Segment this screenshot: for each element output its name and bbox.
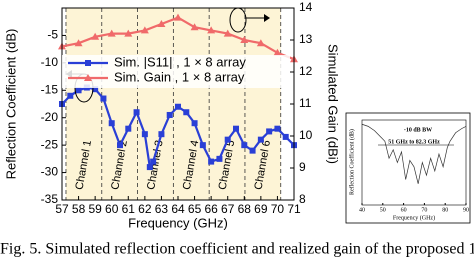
y-tick-label: -15 bbox=[41, 82, 59, 96]
x-tick-label: 66 bbox=[204, 202, 218, 216]
y2-axis-label: Simulated Gain (dBi) bbox=[326, 44, 341, 164]
marker bbox=[91, 32, 100, 40]
marker bbox=[282, 133, 289, 140]
y2-tick-label: 8 bbox=[299, 192, 306, 206]
x-tick-label: 62 bbox=[138, 202, 152, 216]
channel-band bbox=[137, 8, 174, 200]
channel-band bbox=[101, 8, 138, 200]
marker bbox=[157, 20, 166, 27]
channel-band bbox=[244, 8, 281, 200]
marker bbox=[199, 142, 206, 149]
marker bbox=[240, 36, 249, 43]
inset-subtitle: 51 GHz to 82.3 GHz bbox=[388, 139, 440, 145]
marker bbox=[67, 92, 74, 99]
marker bbox=[100, 95, 107, 102]
x-tick-label: 90 bbox=[463, 207, 469, 213]
marker bbox=[191, 120, 198, 127]
marker bbox=[224, 136, 231, 143]
marker bbox=[216, 155, 223, 162]
marker bbox=[174, 13, 182, 21]
inset-x-label: Frequency (GHz) bbox=[393, 214, 435, 221]
marker bbox=[241, 142, 248, 149]
inset-y-label: Reflection Coefficient (dB) bbox=[348, 129, 355, 195]
marker bbox=[125, 125, 132, 132]
plot-frame bbox=[61, 7, 295, 201]
y-tick-label: -5 bbox=[47, 28, 58, 42]
x-tick-label: 65 bbox=[188, 202, 202, 216]
y2-tick-label: 11 bbox=[299, 96, 312, 110]
x-axis-label: Frequency (GHz) bbox=[128, 215, 228, 230]
x-tick-label: 70 bbox=[421, 207, 427, 213]
x-tick-label: 40 bbox=[359, 207, 365, 213]
y-tick-label: -30 bbox=[41, 165, 59, 179]
inset-title: -10 dB BW bbox=[404, 127, 432, 133]
legend-label: Sim. Gain , 1 × 8 array bbox=[114, 69, 245, 84]
marker bbox=[146, 164, 153, 171]
marker bbox=[133, 109, 140, 116]
marker bbox=[158, 131, 165, 138]
x-tick-label: 61 bbox=[122, 202, 136, 216]
marker bbox=[108, 120, 115, 127]
channel-band bbox=[209, 8, 245, 200]
marker bbox=[85, 60, 91, 66]
y2-tick-label: 9 bbox=[299, 160, 306, 174]
marker bbox=[141, 131, 148, 138]
marker bbox=[223, 29, 232, 37]
marker bbox=[207, 26, 216, 34]
y-tick-label: -10 bbox=[41, 55, 59, 69]
marker bbox=[140, 26, 149, 34]
x-tick-label: 63 bbox=[155, 202, 169, 216]
legend-label: Sim. |S11| , 1 × 8 array bbox=[114, 54, 246, 69]
marker bbox=[117, 142, 123, 149]
x-tick-label: 57 bbox=[55, 202, 69, 216]
series-line bbox=[361, 123, 467, 184]
marker bbox=[183, 109, 190, 116]
x-tick-label: 69 bbox=[254, 202, 268, 216]
marker bbox=[107, 29, 116, 37]
marker bbox=[256, 39, 265, 47]
marker bbox=[92, 86, 99, 93]
marker bbox=[150, 158, 157, 165]
legend-box bbox=[62, 55, 290, 88]
marker bbox=[233, 125, 239, 132]
y-tick-label: -35 bbox=[41, 192, 59, 206]
x-tick-label: 58 bbox=[72, 202, 86, 216]
y2-tick-label: 10 bbox=[299, 128, 313, 142]
y2-tick-label: 12 bbox=[299, 64, 313, 78]
marker bbox=[190, 23, 199, 31]
y2-tick-label: 14 bbox=[299, 0, 313, 14]
x-tick-label: 50 bbox=[380, 207, 386, 213]
marker bbox=[175, 103, 181, 110]
x-tick-label: 59 bbox=[88, 202, 102, 216]
marker bbox=[74, 39, 83, 47]
marker bbox=[124, 29, 133, 37]
marker bbox=[84, 74, 92, 81]
x-tick-label: 80 bbox=[442, 207, 448, 213]
x-tick-label: 67 bbox=[221, 202, 235, 216]
y-axis-label: Reflection Coefficient (dB) bbox=[3, 29, 18, 180]
marker bbox=[249, 147, 256, 154]
marker bbox=[273, 48, 282, 56]
marker bbox=[266, 128, 273, 135]
y-tick-label: -25 bbox=[41, 137, 59, 151]
x-tick-label: 71 bbox=[287, 202, 301, 216]
x-tick-label: 68 bbox=[238, 202, 252, 216]
y-tick-label: -20 bbox=[41, 110, 59, 124]
x-tick-label: 70 bbox=[271, 202, 285, 216]
gain-ellipse bbox=[229, 7, 247, 33]
marker bbox=[166, 111, 173, 118]
gain-arrowhead bbox=[264, 14, 270, 22]
marker bbox=[75, 87, 82, 94]
inset-frame bbox=[361, 119, 467, 206]
caption: Fig. 5. Simulated reflection coefficient… bbox=[0, 241, 474, 258]
marker bbox=[257, 136, 264, 143]
channel-bands bbox=[65, 8, 282, 200]
marker bbox=[208, 158, 215, 165]
marker bbox=[274, 125, 281, 132]
x-tick-label: 60 bbox=[105, 202, 119, 216]
x-tick-label: 64 bbox=[171, 202, 185, 216]
x-tick-label: 60 bbox=[401, 207, 407, 213]
y2-tick-label: 13 bbox=[299, 32, 313, 46]
